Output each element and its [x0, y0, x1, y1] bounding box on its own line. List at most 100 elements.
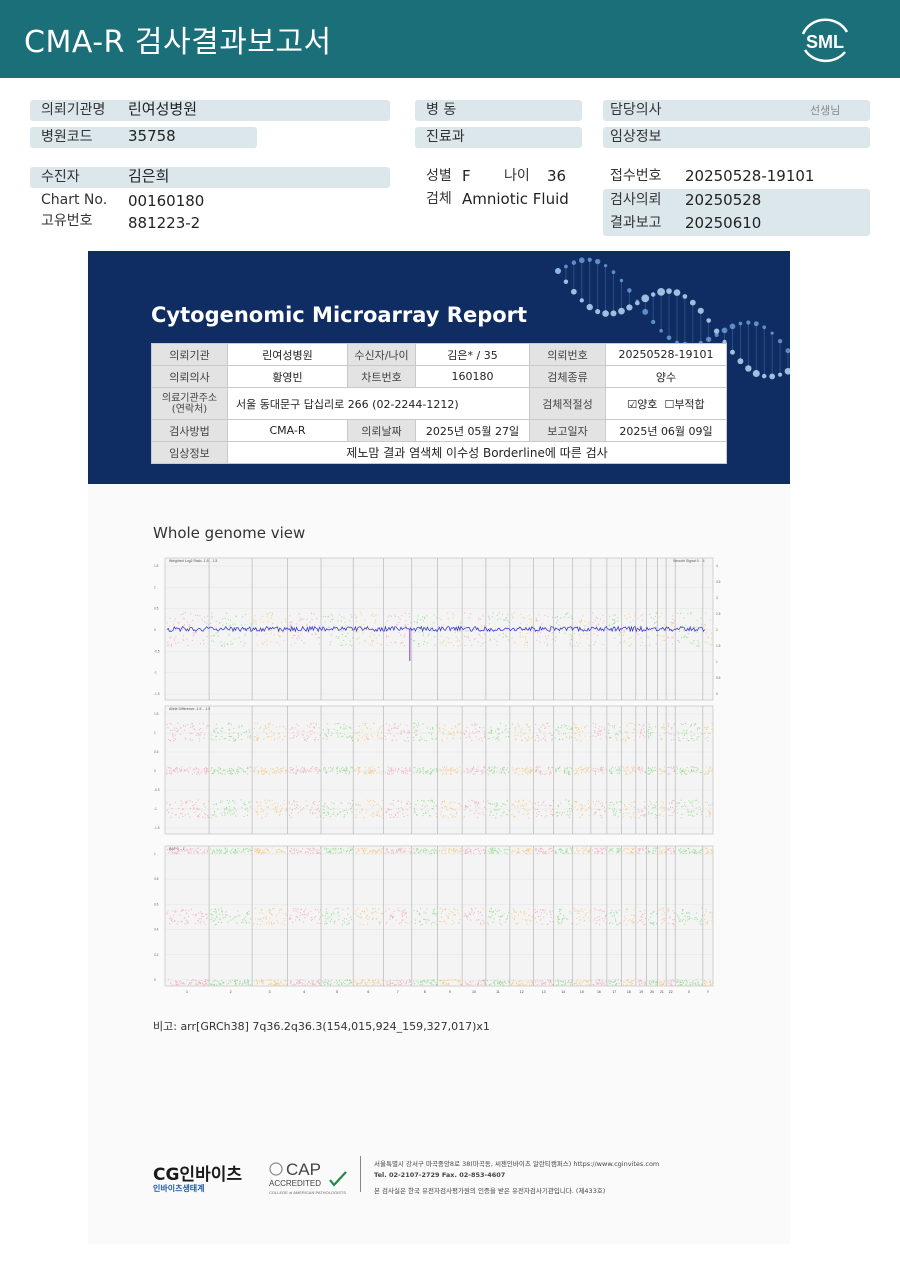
probe-point	[311, 633, 313, 635]
probe-point	[169, 804, 171, 806]
probe-point	[332, 852, 334, 854]
probe-point	[202, 639, 204, 641]
probe-point	[221, 801, 223, 803]
probe-point	[552, 616, 554, 618]
probe-point	[244, 613, 247, 615]
probe-point	[690, 723, 693, 725]
probe-point	[255, 979, 258, 981]
probe-point	[418, 645, 420, 648]
probe-point	[280, 768, 282, 770]
probe-point	[663, 727, 666, 729]
probe-point	[601, 817, 603, 819]
probe-point	[394, 616, 397, 618]
probe-point	[272, 984, 274, 986]
probe-point	[634, 801, 636, 803]
probe-point	[270, 921, 272, 923]
probe-point	[171, 733, 173, 735]
probe-point	[222, 917, 225, 919]
probe-point	[596, 617, 599, 620]
probe-point	[691, 766, 693, 768]
probe-point	[585, 809, 587, 811]
probe-point	[359, 767, 361, 769]
probe-point	[199, 982, 201, 984]
probe-point	[466, 914, 468, 916]
probe-point	[229, 851, 231, 853]
probe-point	[579, 633, 581, 636]
probe-point	[405, 913, 407, 915]
probe-point	[255, 811, 257, 813]
dna-dot	[603, 264, 608, 268]
probe-point	[544, 983, 547, 985]
probe-point	[679, 769, 681, 771]
probe-point	[399, 980, 401, 982]
probe-point	[220, 849, 223, 851]
probe-point	[296, 638, 298, 640]
probe-point	[220, 852, 222, 854]
probe-point	[505, 725, 507, 727]
probe-point	[206, 917, 208, 919]
probe-point	[271, 914, 273, 916]
probe-point	[246, 767, 248, 770]
probe-point	[700, 617, 702, 619]
probe-point	[186, 638, 188, 640]
probe-point	[181, 849, 183, 851]
probe-point	[558, 768, 560, 770]
probe-point	[280, 982, 282, 984]
probe-point	[188, 626, 190, 628]
probe-point	[170, 918, 172, 920]
probe-point	[329, 848, 331, 850]
probe-point	[588, 768, 590, 770]
probe-point	[345, 643, 347, 645]
probe-point	[529, 728, 531, 730]
probe-point	[341, 630, 343, 632]
probe-point	[425, 982, 427, 984]
probe-point	[388, 813, 390, 815]
probe-point	[477, 910, 479, 912]
probe-point	[378, 908, 380, 910]
probe-point	[650, 813, 652, 815]
probe-point	[497, 852, 499, 854]
probe-point	[311, 982, 313, 984]
probe-point	[334, 848, 336, 850]
probe-point	[668, 808, 670, 810]
probe-point	[306, 769, 308, 771]
probe-point	[366, 982, 369, 984]
probe-point	[483, 979, 485, 981]
probe-point	[688, 740, 690, 742]
probe-point	[625, 808, 627, 810]
probe-point	[295, 736, 298, 738]
probe-point	[496, 851, 498, 853]
probe-point	[259, 912, 261, 914]
probe-point	[488, 983, 490, 986]
probe-point	[404, 624, 406, 626]
probe-point	[681, 773, 683, 775]
probe-point	[641, 770, 643, 772]
probe-point	[588, 621, 590, 623]
probe-point	[550, 848, 552, 850]
probe-point	[690, 642, 692, 644]
probe-point	[406, 773, 408, 775]
probe-point	[345, 769, 347, 771]
probe-point	[236, 851, 238, 854]
probe-point	[325, 911, 328, 913]
probe-point	[522, 616, 524, 618]
probe-point	[435, 738, 437, 740]
probe-point	[402, 809, 404, 812]
probe-point	[351, 629, 353, 631]
probe-point	[419, 767, 421, 769]
probe-point	[557, 727, 560, 729]
probe-point	[292, 907, 294, 910]
probe-point	[341, 766, 344, 768]
probe-point	[349, 803, 351, 805]
probe-point	[535, 802, 537, 804]
probe-point	[222, 982, 224, 984]
probe-point	[512, 982, 514, 984]
probe-point	[173, 769, 176, 771]
probe-point	[491, 616, 493, 618]
probe-point	[180, 733, 182, 736]
probe-point	[260, 766, 262, 768]
probe-point	[685, 773, 687, 775]
probe-point	[492, 772, 494, 774]
probe-point	[676, 812, 678, 814]
probe-point	[502, 812, 504, 814]
